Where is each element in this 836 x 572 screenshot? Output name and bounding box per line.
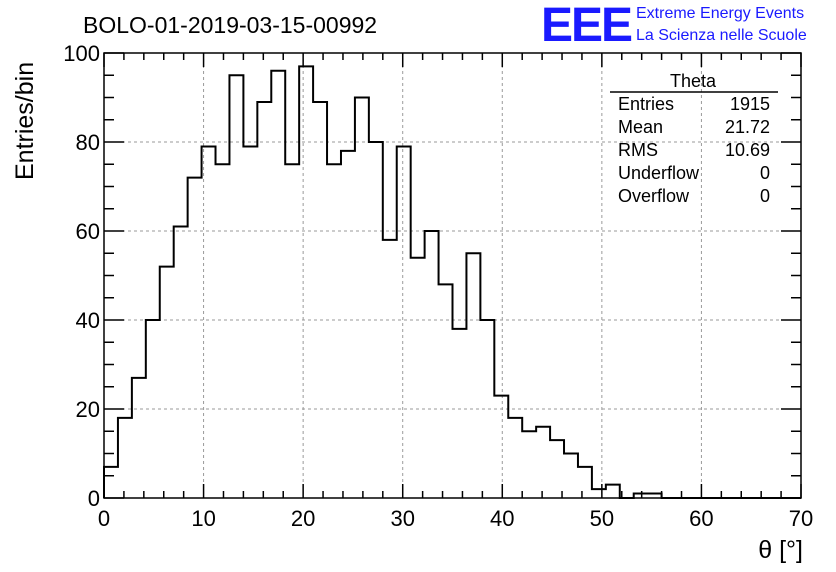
- stats-row-label: Overflow: [618, 186, 690, 206]
- histogram-series: [103, 65, 801, 499]
- x-tick-label: 20: [291, 506, 315, 531]
- grid: [104, 53, 801, 498]
- y-tick-label: 0: [88, 486, 100, 511]
- stats-box: Theta Entries 1915 Mean 21.72 RMS 10.69 Underf…: [610, 71, 778, 206]
- x-tick-label: 10: [191, 506, 215, 531]
- x-axis-label: θ [°]: [758, 536, 803, 564]
- stats-rows: Entries 1915 Mean 21.72 RMS 10.69 Underflow 0 Ov…: [618, 94, 770, 206]
- stats-row-label: RMS: [618, 140, 658, 160]
- y-tick-labels: 0 20 40 60 80 100: [63, 41, 100, 511]
- stats-row-value: 0: [760, 186, 770, 206]
- plot-frame: [103, 52, 802, 499]
- stats-row-value: 21.72: [725, 117, 770, 137]
- stats-row-label: Entries: [618, 94, 674, 114]
- y-tick-label: 100: [63, 41, 100, 66]
- eee-logo-line1: Extreme Energy Events: [636, 5, 804, 22]
- stats-row-label: Underflow: [618, 163, 700, 183]
- y-tick-label: 40: [76, 308, 100, 333]
- axis-ticks: [103, 52, 802, 499]
- stats-row-value: 1915: [730, 94, 770, 114]
- y-tick-label: 60: [76, 219, 100, 244]
- x-tick-label: 60: [689, 506, 713, 531]
- stats-row-label: Mean: [618, 117, 663, 137]
- stats-box-name: Theta: [670, 71, 717, 91]
- stats-row-value: 0: [760, 163, 770, 183]
- eee-logo-mark: EEE: [541, 0, 632, 52]
- eee-logo: EEE Extreme Energy Events La Scienza nel…: [541, 0, 807, 52]
- y-axis-label: Entries/bin: [11, 62, 39, 180]
- y-tick-label: 80: [76, 130, 100, 155]
- x-tick-label: 0: [98, 506, 110, 531]
- eee-logo-line2: La Scienza nelle Scuole: [636, 27, 807, 44]
- stats-row-value: 10.69: [725, 140, 770, 160]
- y-tick-label: 20: [76, 397, 100, 422]
- x-tick-label: 50: [590, 506, 614, 531]
- x-tick-labels: 0 10 20 30 40 50 60 70: [98, 506, 813, 531]
- chart-title: BOLO-01-2019-03-15-00992: [83, 12, 377, 38]
- x-tick-label: 40: [490, 506, 514, 531]
- x-tick-label: 30: [390, 506, 414, 531]
- x-tick-label: 70: [789, 506, 813, 531]
